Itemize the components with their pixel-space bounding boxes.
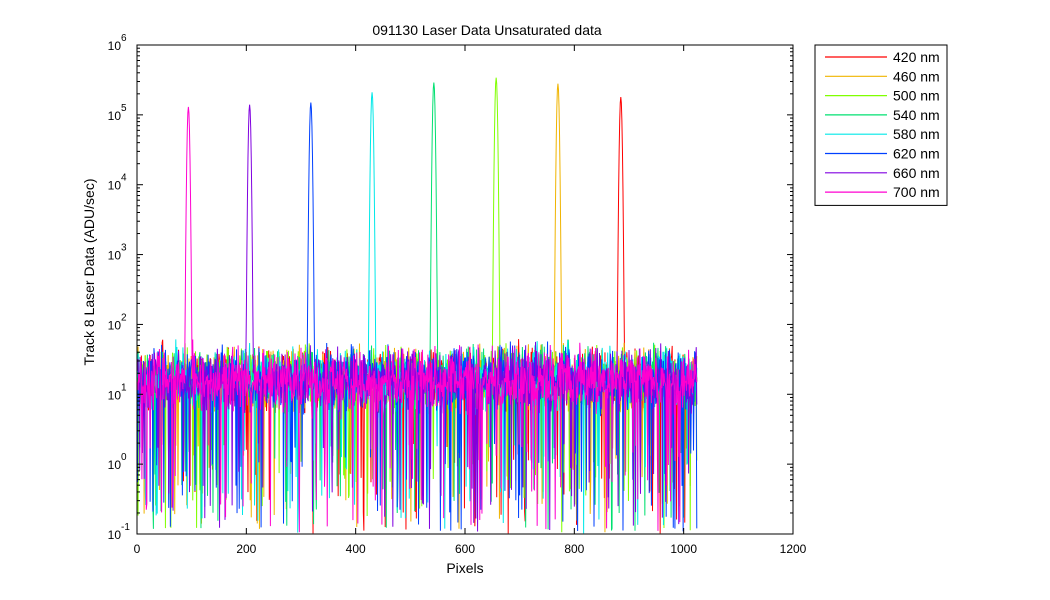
x-tick-label: 200 [236, 542, 256, 556]
y-tick-label-exponent: 5 [121, 103, 127, 114]
legend-label: 700 nm [893, 184, 940, 200]
x-tick-label: 0 [134, 542, 141, 556]
y-tick-label-exponent: 2 [121, 312, 127, 323]
y-tick-label-base: 10 [108, 388, 122, 402]
y-tick-label-exponent: 6 [121, 33, 127, 44]
y-tick-label-base: 10 [108, 179, 122, 193]
x-tick-label: 400 [346, 542, 366, 556]
legend: 420 nm 460 nm 500 nm 540 nm 580 nm 620 nm 660 … [814, 44, 948, 206]
legend-label: 420 nm [893, 49, 940, 65]
series-layer [137, 77, 698, 534]
y-tick-label: 104 [108, 173, 127, 193]
x-tick-label: 1200 [780, 542, 807, 556]
y-tick-label: 103 [108, 243, 127, 263]
x-tick-label: 800 [564, 542, 584, 556]
x-tick-label: 1000 [670, 542, 697, 556]
y-tick-label-exponent: 1 [121, 382, 127, 393]
y-tick-label-base: 10 [108, 458, 122, 472]
legend-box [814, 44, 948, 206]
legend-label: 540 nm [893, 107, 940, 123]
y-tick-label: 100 [108, 452, 127, 472]
chart-title: 091130 Laser Data Unsaturated data [372, 22, 602, 38]
y-tick-label: 105 [108, 103, 127, 123]
y-tick-label-base: 10 [108, 318, 122, 332]
y-tick-label-base: 10 [108, 249, 122, 263]
y-tick-label-exponent: 4 [121, 173, 127, 184]
legend-item: 580 nm [825, 126, 940, 142]
y-tick-label-base: 10 [108, 528, 122, 542]
x-tick-label: 600 [455, 542, 475, 556]
legend-label: 500 nm [893, 88, 940, 104]
y-tick-label-exponent: 3 [121, 243, 127, 254]
legend-label: 660 nm [893, 165, 940, 181]
legend-item: 540 nm [825, 107, 940, 123]
legend-label: 460 nm [893, 68, 940, 84]
y-tick-label: 106 [108, 33, 127, 53]
legend-item: 620 nm [825, 146, 940, 162]
legend-item: 500 nm [825, 88, 940, 104]
legend-item: 700 nm [825, 184, 940, 200]
y-tick-label-exponent: -1 [121, 522, 130, 533]
y-tick-label-base: 10 [108, 39, 122, 53]
x-axis: 0 200 400 600 800 1000 1200 [134, 45, 807, 556]
y-tick-label: 101 [108, 382, 127, 402]
legend-label: 580 nm [893, 126, 940, 142]
legend-label: 620 nm [893, 146, 940, 162]
series-line-700-nm [137, 106, 698, 533]
y-tick-label-exponent: 0 [121, 452, 127, 463]
legend-item: 420 nm [825, 49, 940, 65]
legend-item: 460 nm [825, 68, 940, 84]
y-axis-label: Track 8 Laser Data (ADU/sec) [81, 179, 97, 366]
y-tick-label-base: 10 [108, 109, 122, 123]
y-tick-label: 102 [108, 312, 127, 332]
y-tick-label: 10-1 [108, 522, 131, 542]
x-axis-label: Pixels [446, 560, 483, 576]
legend-item: 660 nm [825, 165, 940, 181]
